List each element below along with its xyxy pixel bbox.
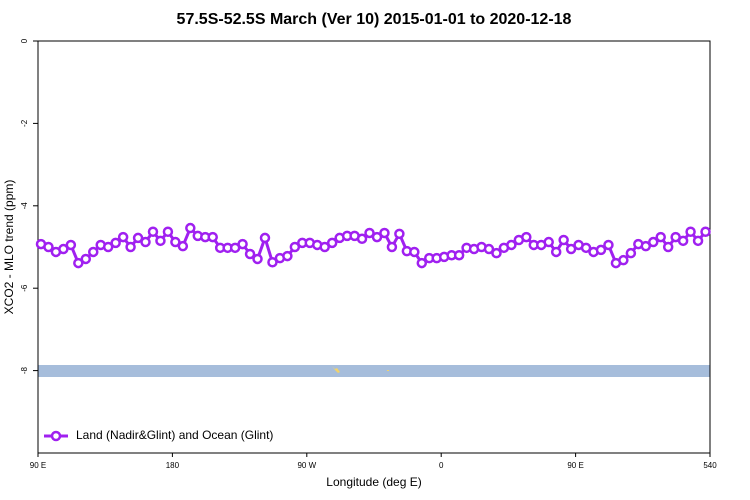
data-point bbox=[207, 231, 218, 243]
y-tick-label: -2 bbox=[20, 119, 29, 127]
data-point bbox=[185, 222, 196, 234]
data-point bbox=[140, 236, 151, 248]
y-tick-label: -4 bbox=[20, 202, 29, 210]
data-point bbox=[558, 234, 569, 246]
data-point bbox=[289, 241, 301, 253]
legend-marker bbox=[50, 430, 62, 442]
data-point bbox=[132, 232, 144, 244]
x-tick-label: 180 bbox=[166, 461, 180, 470]
data-point bbox=[662, 241, 674, 253]
data-point bbox=[110, 237, 121, 249]
data-point bbox=[125, 241, 136, 253]
data-point bbox=[506, 239, 517, 251]
y-tick-label: -8 bbox=[20, 366, 29, 374]
data-point bbox=[326, 237, 338, 249]
land-fleck bbox=[387, 370, 389, 371]
x-tick-label: 90 W bbox=[297, 461, 316, 470]
x-tick-label: 90 E bbox=[30, 461, 46, 470]
data-point bbox=[386, 241, 398, 253]
data-point bbox=[117, 231, 129, 243]
data-point bbox=[356, 233, 368, 245]
y-axis-label: XCO2 - MLO trend (ppm) bbox=[2, 180, 16, 315]
data-point bbox=[409, 246, 420, 258]
data-point bbox=[521, 231, 532, 243]
data-point bbox=[618, 254, 629, 266]
data-point bbox=[648, 236, 659, 248]
data-point bbox=[88, 246, 99, 258]
data-point bbox=[170, 236, 181, 248]
data-point bbox=[491, 247, 502, 259]
data-point bbox=[543, 236, 554, 248]
data-point bbox=[700, 226, 711, 238]
data-point bbox=[655, 231, 666, 243]
data-point bbox=[267, 256, 278, 268]
data-point bbox=[483, 243, 495, 255]
data-point bbox=[685, 226, 696, 238]
chart-title: 57.5S-52.5S March (Ver 10) 2015-01-01 to… bbox=[177, 11, 572, 28]
land-strip bbox=[38, 365, 710, 377]
data-point bbox=[162, 226, 174, 238]
data-point bbox=[416, 257, 428, 269]
x-tick-label: 540 bbox=[703, 461, 717, 470]
y-tick-label: 0 bbox=[20, 38, 29, 43]
data-point bbox=[640, 240, 652, 252]
data-point bbox=[80, 253, 92, 265]
data-point bbox=[58, 243, 69, 255]
y-tick-label: -6 bbox=[20, 284, 29, 292]
data-point bbox=[282, 250, 293, 262]
x-tick-label: 90 E bbox=[567, 461, 583, 470]
data-point bbox=[155, 235, 166, 247]
data-point bbox=[102, 241, 114, 253]
x-tick-label: 0 bbox=[439, 461, 444, 470]
data-point bbox=[371, 231, 383, 243]
data-point bbox=[65, 239, 77, 251]
data-point bbox=[177, 240, 189, 252]
data-point bbox=[43, 241, 54, 253]
data-point bbox=[595, 244, 607, 256]
x-axis-label: Longitude (deg E) bbox=[326, 475, 421, 489]
data-point bbox=[550, 246, 562, 258]
data-point bbox=[244, 248, 256, 260]
data-point bbox=[147, 226, 159, 238]
data-point bbox=[73, 257, 84, 269]
data-point bbox=[379, 227, 390, 239]
data-point bbox=[565, 243, 577, 255]
data-point bbox=[237, 238, 248, 250]
data-point bbox=[364, 227, 375, 239]
data-point bbox=[259, 232, 271, 244]
data-point bbox=[252, 253, 263, 265]
data-point bbox=[453, 249, 465, 261]
land-fleck bbox=[332, 366, 340, 373]
data-point bbox=[692, 235, 704, 247]
data-point bbox=[319, 241, 330, 253]
data-point bbox=[677, 235, 689, 247]
legend-label: Land (Nadir&Glint) and Ocean (Glint) bbox=[76, 428, 273, 442]
data-point bbox=[603, 239, 614, 251]
data-point bbox=[580, 242, 592, 254]
data-point bbox=[394, 228, 405, 240]
data-point bbox=[625, 247, 637, 259]
